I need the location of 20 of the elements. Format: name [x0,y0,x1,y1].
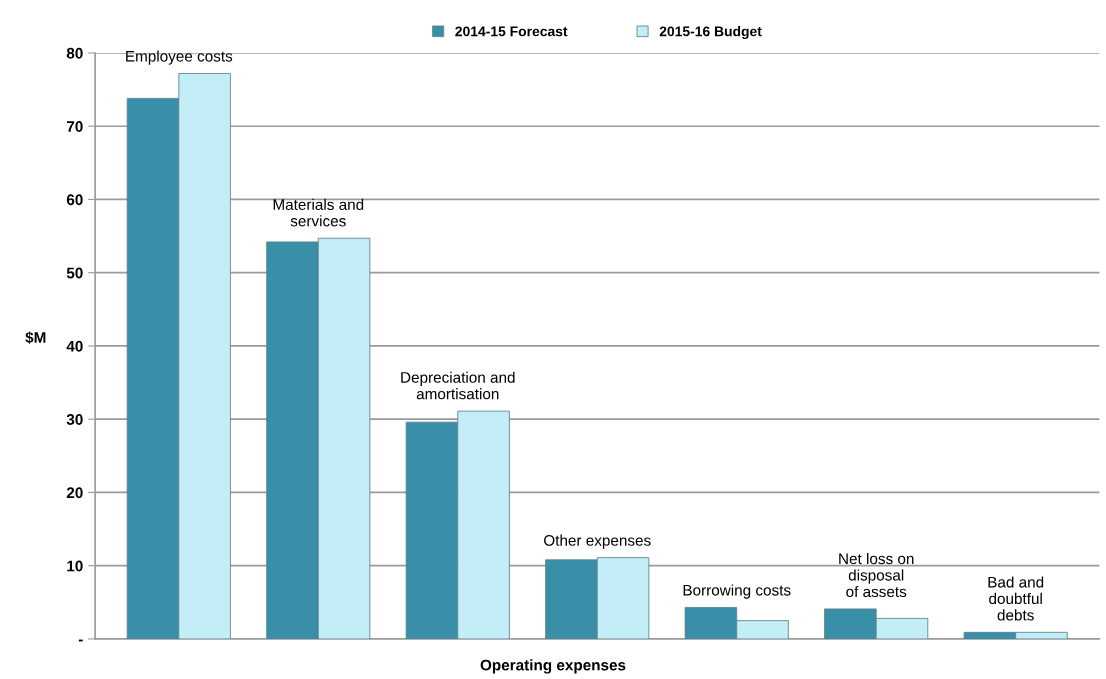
y-tick-label: 10 [67,560,83,572]
y-axis-title: $M [25,331,46,344]
y-tick-label: 40 [66,340,83,352]
y-tick-label: 50 [66,267,83,279]
x-axis-title: Operating expenses [480,659,626,674]
x-tick-label: Bad and doubtful debts [988,576,1044,621]
x-tick-label: Employee costs [126,50,233,65]
x-tick-label: Net loss on disposal of assets [839,552,914,598]
legend-label: 2015-16 Budget [659,26,762,40]
x-tick-label: Depreciation and amortisation [401,371,515,400]
y-tick-label: - [78,639,83,642]
legend-label: 2014-15 Forecast [455,26,568,37]
y-tick-label: 80 [66,47,83,59]
y-tick-label: 20 [66,487,83,499]
x-tick-label: Borrowing costs [683,584,791,599]
x-tick-label: Materials and services [273,198,364,227]
y-tick-label: 60 [66,194,83,206]
y-tick-label: 70 [66,121,83,132]
x-tick-label: Other expenses [544,534,651,549]
y-tick-label: 30 [66,414,83,425]
